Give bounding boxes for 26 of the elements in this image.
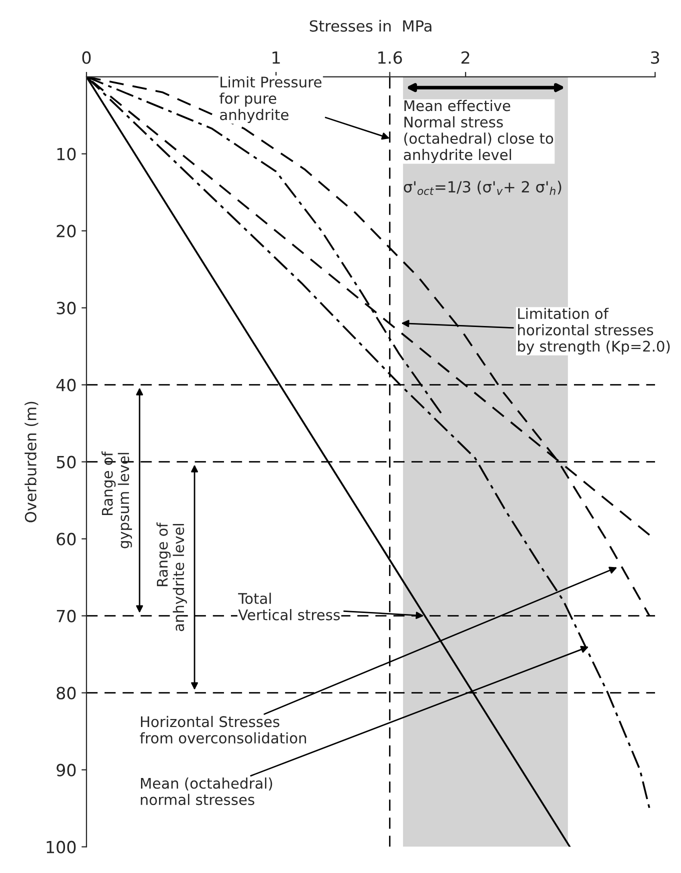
y-tick-label: 90 bbox=[56, 764, 76, 776]
y-tick-label: 50 bbox=[56, 456, 76, 468]
annotation: Limitation of horizontal stresses by strength (Kp=2.0) bbox=[518, 308, 670, 355]
y-tick-label: 100 bbox=[46, 840, 76, 854]
y-tick-label: 70 bbox=[56, 610, 76, 622]
x-tick-label: 2 bbox=[461, 51, 470, 64]
y-tick-label: 40 bbox=[56, 378, 76, 392]
y-tick-label: 80 bbox=[56, 686, 76, 700]
annotation: σ'$_{oct}$=1/3 (σ'$_{v}$+ 2 σ'$_{h}$) bbox=[404, 180, 562, 196]
x-tick-label: 1.6 bbox=[378, 51, 402, 64]
y-axis-title: Overburden (m) bbox=[24, 402, 38, 522]
x-tick-label: 3 bbox=[651, 51, 660, 64]
annotation: Range of anhydrite level bbox=[156, 522, 187, 632]
y-tick-label: 60 bbox=[56, 532, 76, 546]
y-tick-label: 30 bbox=[56, 302, 76, 314]
annotation: Range of gypsum level bbox=[102, 451, 132, 548]
y-tick-label: 10 bbox=[57, 148, 76, 160]
x-tick-label: 1 bbox=[272, 51, 280, 64]
annotation: Mean (octahedral) normal stresses bbox=[140, 778, 272, 806]
annotation: Limit Pressure for pure anhydrite bbox=[220, 76, 322, 124]
x-tick-label: 0 bbox=[82, 51, 91, 64]
annotation: Total Vertical stress bbox=[238, 592, 340, 620]
x-axis-title: Stresses in MPa bbox=[310, 20, 432, 32]
band-label: Mean effective Normal stress (octahedral) close to anhydrite level bbox=[404, 100, 554, 164]
y-tick-label: 20 bbox=[56, 224, 76, 238]
annotation: Horizontal Stresses from overconsolidation bbox=[140, 716, 306, 744]
